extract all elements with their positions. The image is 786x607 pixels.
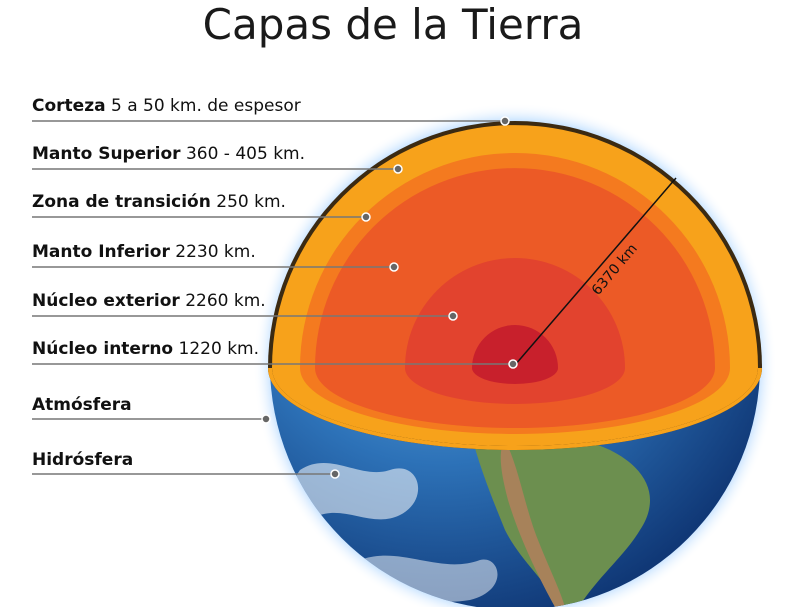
radius-line	[514, 177, 677, 366]
layer-detail: 2260 km.	[185, 291, 266, 311]
label-crust: Corteza 5 a 50 km. de espesor	[32, 96, 301, 116]
leader-dots	[261, 116, 518, 479]
diagram-title: Capas de la Tierra	[202, 0, 584, 49]
layer-name: Núcleo exterior	[32, 291, 180, 311]
label-lower-mantle: Manto Inferior 2230 km.	[32, 242, 256, 262]
layer-detail: 360 - 405 km.	[185, 144, 306, 164]
andes-landmass	[500, 440, 565, 607]
label-transition-zone: Zona de transición 250 km.	[32, 192, 286, 212]
layer-name: Atmósfera	[32, 395, 132, 415]
layer-detail: 5 a 50 km. de espesor	[110, 96, 301, 116]
layer-name: Manto Superior	[32, 144, 181, 164]
cloud-swirl	[291, 462, 419, 522]
layer-name: Corteza	[32, 96, 106, 116]
layer-name: Zona de transición	[32, 192, 211, 212]
layer-name: Manto Inferior	[32, 242, 170, 262]
layer-detail: 1220 km.	[178, 339, 260, 359]
label-inner-core: Núcleo interno 1220 km.	[32, 339, 259, 359]
leader-lines	[32, 120, 513, 475]
layer-name: Núcleo interno	[32, 339, 174, 359]
layer-name: Hidrósfera	[32, 450, 134, 470]
label-atmosphere: Atmósfera	[32, 395, 132, 415]
label-upper-mantle: Manto Superior 360 - 405 km.	[32, 144, 305, 164]
layer-detail: 2230 km.	[175, 242, 256, 262]
label-hydrosphere: Hidrósfera	[32, 450, 133, 470]
label-outer-core: Núcleo exterior 2260 km.	[32, 291, 266, 311]
layer-detail: 250 km.	[216, 192, 286, 212]
